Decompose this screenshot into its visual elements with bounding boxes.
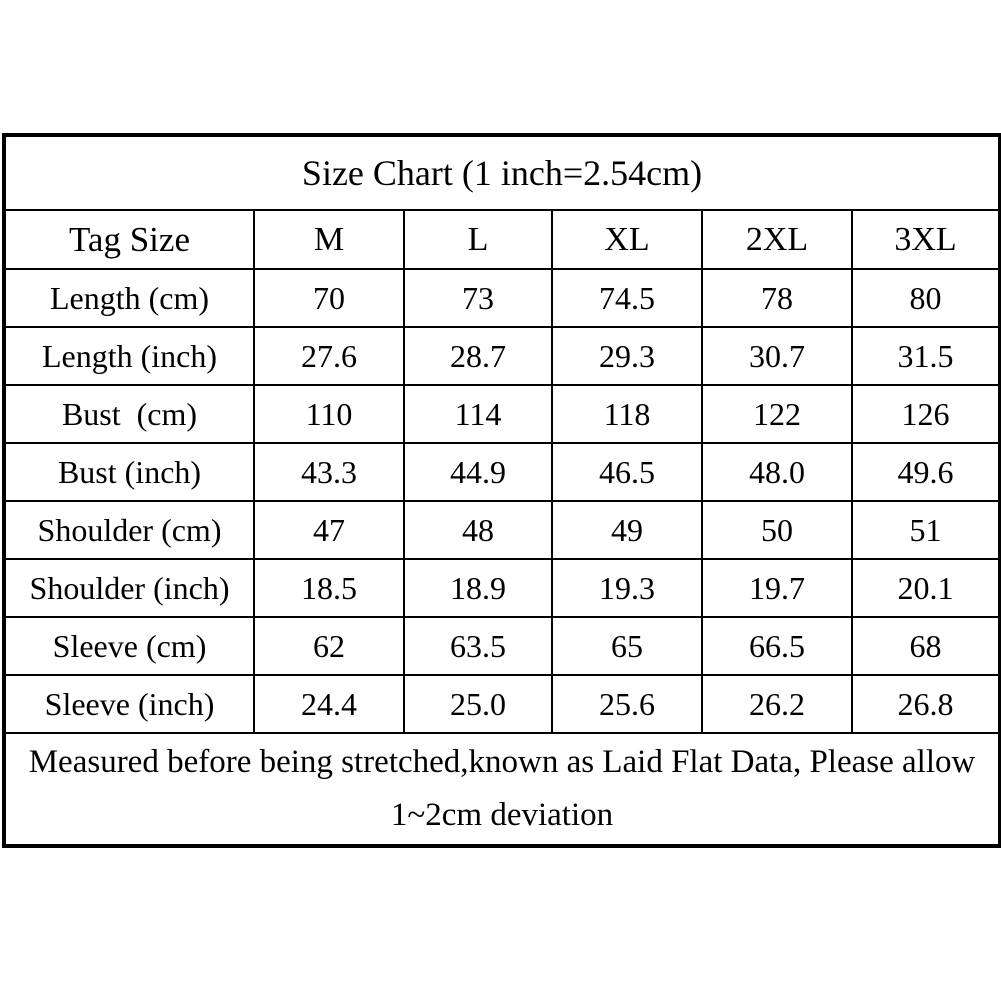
table-cell: 110 — [253, 384, 405, 444]
column-header-2xl: 2XL — [701, 209, 853, 270]
table-cell: 74.5 — [551, 268, 703, 328]
table-cell: 25.6 — [551, 674, 703, 734]
table-cell: 30.7 — [701, 326, 853, 386]
table-cell: 78 — [701, 268, 853, 328]
table-cell: 20.1 — [850, 558, 1001, 618]
table-cell: 66.5 — [701, 616, 853, 676]
table-cell: 48 — [403, 500, 553, 560]
table-cell: 19.3 — [551, 558, 703, 618]
table-cell: 68 — [850, 616, 1001, 676]
table-cell: 48.0 — [701, 442, 853, 502]
table-title: Size Chart (1 inch=2.54cm) — [2, 134, 1001, 211]
column-header-m: M — [253, 209, 405, 270]
table-cell: 31.5 — [850, 326, 1001, 386]
table-cell: 26.2 — [701, 674, 853, 734]
row-label: Shoulder (inch) — [3, 558, 255, 618]
table-row-sleeve-inch: Sleeve (inch) 24.4 25.0 25.6 26.2 26.8 — [3, 674, 1001, 734]
table-cell: 73 — [403, 268, 553, 328]
row-label: Sleeve (cm) — [3, 616, 255, 676]
table-cell: 43.3 — [253, 442, 405, 502]
row-label: Bust (cm) — [3, 384, 255, 444]
table-cell: 70 — [253, 268, 405, 328]
size-chart-table: Size Chart (1 inch=2.54cm) Tag Size M L … — [2, 133, 1001, 848]
table-cell: 49.6 — [850, 442, 1001, 502]
table-cell: 114 — [403, 384, 553, 444]
header-row: Tag Size M L XL 2XL 3XL — [3, 209, 1001, 270]
footnote: Measured before being stretched,known as… — [2, 732, 1001, 847]
table-cell: 19.7 — [701, 558, 853, 618]
row-label: Length (inch) — [3, 326, 255, 386]
table-cell: 44.9 — [403, 442, 553, 502]
row-label: Shoulder (cm) — [3, 500, 255, 560]
table-cell: 25.0 — [403, 674, 553, 734]
table-cell: 46.5 — [551, 442, 703, 502]
column-header-3xl: 3XL — [850, 209, 1001, 270]
table-cell: 18.9 — [403, 558, 553, 618]
table-cell: 118 — [551, 384, 703, 444]
table-row-bust-cm: Bust (cm) 110 114 118 122 126 — [3, 384, 1001, 444]
table-cell: 51 — [850, 500, 1001, 560]
table-row-shoulder-inch: Shoulder (inch) 18.5 18.9 19.3 19.7 20.1 — [3, 558, 1001, 618]
table-cell: 62 — [253, 616, 405, 676]
table-cell: 29.3 — [551, 326, 703, 386]
table-cell: 126 — [850, 384, 1001, 444]
table-cell: 27.6 — [253, 326, 405, 386]
table-cell: 28.7 — [403, 326, 553, 386]
table-row-length-inch: Length (inch) 27.6 28.7 29.3 30.7 31.5 — [3, 326, 1001, 386]
table-row-bust-inch: Bust (inch) 43.3 44.9 46.5 48.0 49.6 — [3, 442, 1001, 502]
table-cell: 122 — [701, 384, 853, 444]
column-header-tag-size: Tag Size — [3, 209, 255, 270]
footnote-row: Measured before being stretched,known as… — [2, 732, 1001, 847]
table-cell: 50 — [701, 500, 853, 560]
column-header-xl: XL — [551, 209, 703, 270]
table-cell: 63.5 — [403, 616, 553, 676]
table-cell: 47 — [253, 500, 405, 560]
row-label: Length (cm) — [3, 268, 255, 328]
table-row-shoulder-cm: Shoulder (cm) 47 48 49 50 51 — [3, 500, 1001, 560]
column-header-l: L — [403, 209, 553, 270]
table-row-sleeve-cm: Sleeve (cm) 62 63.5 65 66.5 68 — [3, 616, 1001, 676]
table-cell: 49 — [551, 500, 703, 560]
row-label: Bust (inch) — [3, 442, 255, 502]
table-cell: 18.5 — [253, 558, 405, 618]
footnote-line-2: 1~2cm deviation — [390, 796, 614, 833]
title-row: Size Chart (1 inch=2.54cm) — [2, 134, 1001, 211]
size-chart: Size Chart (1 inch=2.54cm) Tag Size M L … — [2, 133, 1001, 848]
table-cell: 26.8 — [850, 674, 1001, 734]
footnote-line-1: Measured before being stretched,known as… — [28, 744, 976, 780]
table-row-length-cm: Length (cm) 70 73 74.5 78 80 — [3, 268, 1001, 328]
row-label: Sleeve (inch) — [3, 674, 255, 734]
table-cell: 24.4 — [253, 674, 405, 734]
table-cell: 80 — [850, 268, 1001, 328]
table-cell: 65 — [551, 616, 703, 676]
